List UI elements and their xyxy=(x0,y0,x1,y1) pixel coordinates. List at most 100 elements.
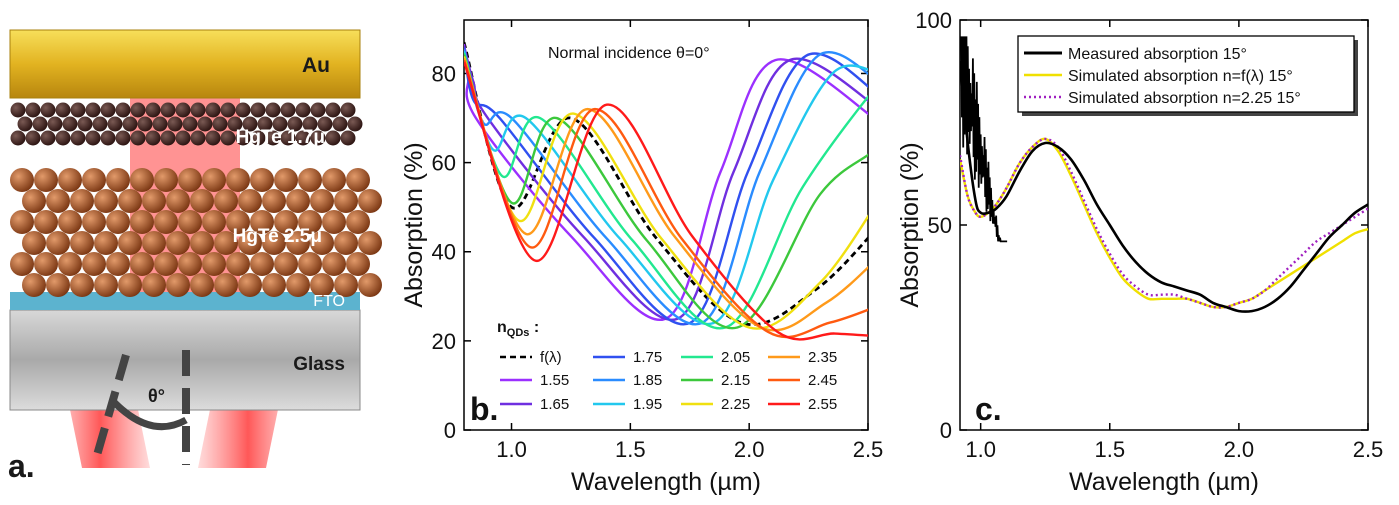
qd-small xyxy=(25,130,41,146)
qd-small xyxy=(227,116,243,132)
qd-small xyxy=(272,116,288,132)
qd-large xyxy=(166,231,190,255)
qd-large xyxy=(238,273,262,297)
layer-label-hgte-1p7: HgTe 1.7μ xyxy=(236,127,325,148)
qd-large xyxy=(178,210,202,234)
qd-large xyxy=(82,210,106,234)
qd-large xyxy=(334,231,358,255)
y-tick-label: 0 xyxy=(444,418,456,443)
qd-small xyxy=(280,102,296,118)
qd-small xyxy=(130,102,146,118)
qd-large xyxy=(214,189,238,213)
panel-b-chart: 1.0 1.5 2.0 2.5 0 20 40 60 80 Wavelength (µm) Abso… xyxy=(400,19,884,496)
qd-small xyxy=(130,130,146,146)
qd-large xyxy=(190,273,214,297)
qd-small xyxy=(40,130,56,146)
x-tick-label: 2.0 xyxy=(1224,437,1255,462)
qd-small xyxy=(205,130,221,146)
qd-large xyxy=(226,252,250,276)
series-group xyxy=(960,36,1368,313)
qd-large xyxy=(58,252,82,276)
legend-label: 1.95 xyxy=(633,396,662,413)
x-axis-label: Wavelength (µm) xyxy=(571,468,761,496)
qd-small xyxy=(250,130,266,146)
qd-small xyxy=(325,102,341,118)
qd-large xyxy=(46,189,70,213)
series-line-0 xyxy=(960,60,1368,313)
qd-small xyxy=(175,130,191,146)
qd-small xyxy=(287,116,303,132)
hgte-2p5-layer xyxy=(10,168,382,297)
qd-large xyxy=(94,273,118,297)
qd-small xyxy=(62,116,78,132)
qd-large xyxy=(82,252,106,276)
y-axis-label: Absorption (%) xyxy=(896,142,924,307)
qd-large xyxy=(34,210,58,234)
series-line-2.55 xyxy=(464,61,868,341)
qd-large xyxy=(118,189,142,213)
panel-a-schematic: Au HgTe 1.7μ HgTe 2.5μ FTO Glass θ° a. xyxy=(8,29,382,484)
x-tick-label: 1.0 xyxy=(496,437,527,462)
qd-large xyxy=(250,210,274,234)
qd-small xyxy=(340,102,356,118)
qd-large xyxy=(238,189,262,213)
x-tick-label: 2.5 xyxy=(853,437,884,462)
legend-label: 2.45 xyxy=(808,372,837,389)
angle-label: θ° xyxy=(148,386,165,406)
legend-box xyxy=(1017,35,1355,113)
qd-small xyxy=(295,130,311,146)
qd-large xyxy=(190,231,214,255)
legend-label: 1.75 xyxy=(633,349,662,366)
qd-large xyxy=(262,189,286,213)
qd-small xyxy=(160,102,176,118)
legend-label: 2.05 xyxy=(721,349,750,366)
qd-small xyxy=(115,130,131,146)
legend-label: 2.25 xyxy=(721,396,750,413)
qd-large xyxy=(130,252,154,276)
legend-label: 2.55 xyxy=(808,396,837,413)
qd-large xyxy=(298,210,322,234)
qd-small xyxy=(85,130,101,146)
qd-large xyxy=(94,189,118,213)
qd-large xyxy=(178,168,202,192)
legend-label: Simulated absorption n=2.25 15° xyxy=(1068,90,1301,107)
qd-large xyxy=(202,168,226,192)
qd-small xyxy=(220,130,236,146)
legend-title: nQDs : xyxy=(497,319,539,339)
qd-large xyxy=(358,231,382,255)
qd-small xyxy=(77,116,93,132)
qd-large xyxy=(262,231,286,255)
layer-label-au: Au xyxy=(302,54,330,77)
qd-small xyxy=(100,102,116,118)
qd-small xyxy=(250,102,266,118)
x-tick-label: 2.5 xyxy=(1353,437,1384,462)
qd-large xyxy=(190,189,214,213)
qd-small xyxy=(70,130,86,146)
qd-small xyxy=(10,102,26,118)
qd-large xyxy=(70,189,94,213)
qd-small xyxy=(220,102,236,118)
qd-large xyxy=(166,273,190,297)
y-tick-label: 20 xyxy=(432,329,456,354)
qd-large xyxy=(22,189,46,213)
qd-large xyxy=(274,252,298,276)
qd-small xyxy=(152,116,168,132)
qd-small xyxy=(47,116,63,132)
qd-large xyxy=(286,189,310,213)
qd-small xyxy=(265,102,281,118)
qd-large xyxy=(34,252,58,276)
qd-small xyxy=(257,116,273,132)
qd-large xyxy=(10,168,34,192)
qd-small xyxy=(10,130,26,146)
qd-large xyxy=(322,210,346,234)
qd-large xyxy=(274,168,298,192)
qd-large xyxy=(118,273,142,297)
qd-large xyxy=(118,231,142,255)
qd-large xyxy=(22,273,46,297)
qd-small xyxy=(55,102,71,118)
qd-large xyxy=(286,273,310,297)
qd-large xyxy=(154,210,178,234)
qd-small xyxy=(17,116,33,132)
series-line-1.55 xyxy=(464,43,868,322)
legend-label: Simulated absorption n=f(λ) 15° xyxy=(1068,68,1293,85)
